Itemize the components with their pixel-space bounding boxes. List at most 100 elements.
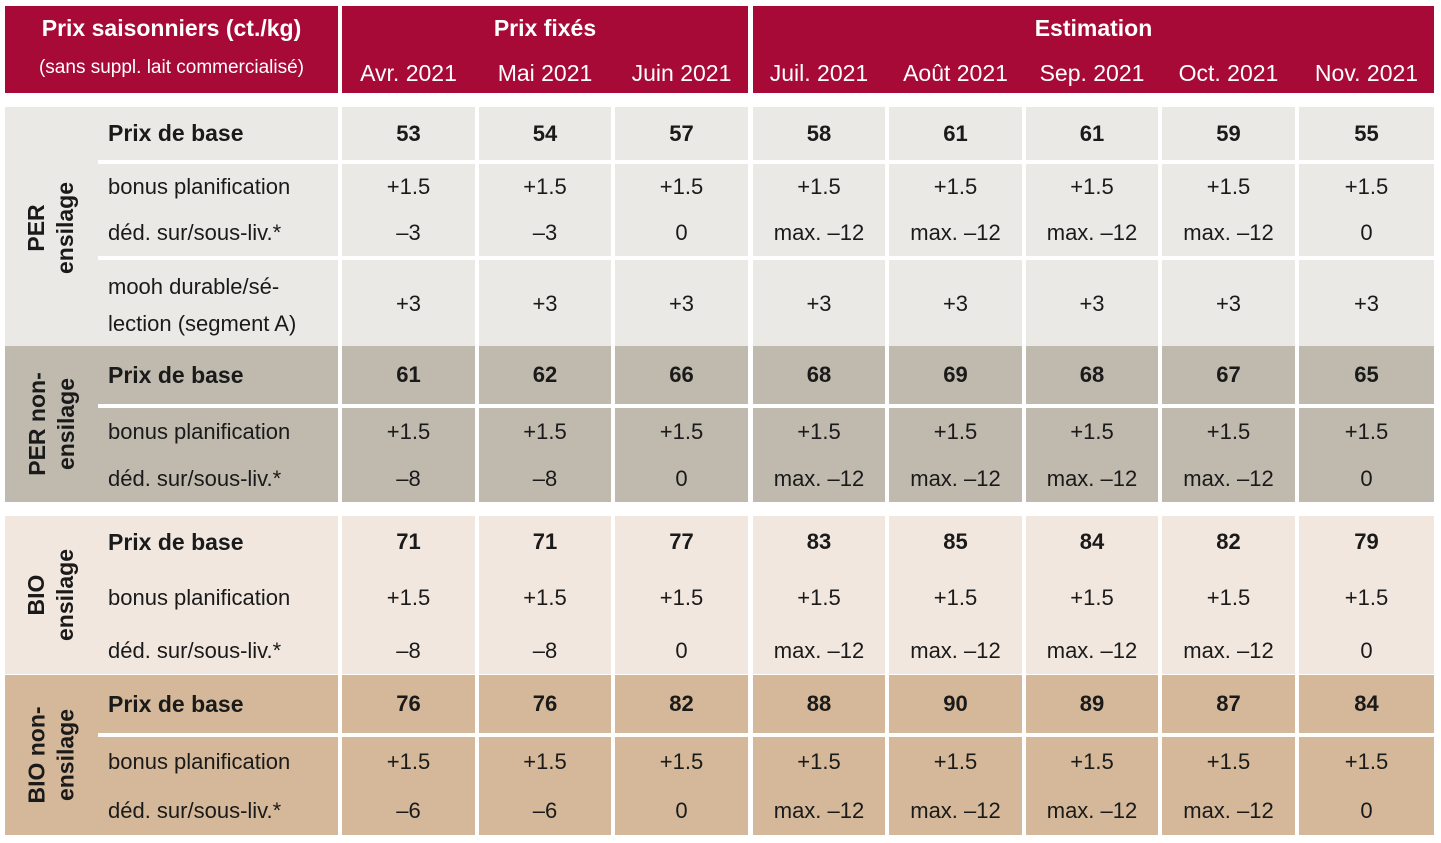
month-header-1: Mai 2021 [497, 59, 593, 86]
cell-bio_ensilage-ded: –8 [396, 638, 421, 663]
cell-per_ensilage-bonus: +1.5 [659, 174, 704, 199]
cell-bio_non_ensilage-bonus: +1.5 [523, 749, 567, 774]
cell-per_ensilage-base: 61 [943, 120, 968, 146]
cell-per_ensilage-bonus: +1.5 [386, 174, 431, 199]
section-label-per_ensilage: PER ensilage [5, 107, 98, 348]
cell-per_non_ensilage-base: 67 [1216, 362, 1241, 387]
cell-per_non_ensilage-ded: max. –12 [1046, 466, 1138, 491]
table-subtitle: (sans suppl. lait commercialisé) [38, 57, 305, 78]
cell-bio_ensilage-ded: max. –12 [773, 638, 865, 663]
cell-per_ensilage-bonus: +1.5 [1344, 174, 1389, 199]
value-block-per_non_ensilage-0-2 [615, 346, 748, 404]
cell-per_ensilage-bonus: +1.5 [1070, 174, 1114, 199]
cell-per_ensilage-mooh: +3 [1079, 291, 1105, 316]
value-block-per_ensilage-0-4 [889, 107, 1022, 160]
value-block-per_non_ensilage-1-3 [753, 408, 885, 502]
section-name-line1: BIO [23, 574, 50, 616]
cell-bio_ensilage-base: 77 [669, 529, 694, 554]
value-block-per_non_ensilage-0-0 [342, 346, 475, 404]
cell-bio_ensilage-ded: 0 [675, 638, 688, 663]
cell-per_ensilage-base: 59 [1216, 120, 1241, 146]
cell-bio_ensilage-ded: 0 [1360, 638, 1373, 663]
label-block-per_ensilage-1 [98, 164, 338, 256]
value-block-bio_non_ensilage-0-3 [753, 675, 885, 733]
label-block-bio_ensilage-0 [98, 516, 338, 674]
cell-per_non_ensilage-base: 68 [806, 362, 832, 387]
value-block-bio_non_ensilage-0-7 [1299, 675, 1434, 733]
section-name-line2: ensilage [52, 548, 79, 642]
cell-per_ensilage-bonus: +1.5 [523, 174, 567, 199]
cell-bio_non_ensilage-bonus: +1.5 [1206, 749, 1251, 774]
group-fixed-label: Prix fixés [493, 14, 597, 41]
cell-per_non_ensilage-ded: max. –12 [773, 466, 865, 491]
section-name-line2: ensilage [52, 708, 79, 802]
value-block-per_non_ensilage-1-4 [889, 408, 1022, 502]
section-name-line1: PER non- [23, 372, 50, 476]
value-block-per_ensilage-0-2 [615, 107, 748, 160]
value-block-per_ensilage-2-1 [479, 260, 611, 348]
cell-per_non_ensilage-bonus: +1.5 [1206, 419, 1251, 444]
group-estimate-label: Estimation [1034, 14, 1153, 41]
cell-per_non_ensilage-base: 62 [532, 362, 558, 387]
month-header-0: Avr. 2021 [360, 59, 457, 86]
cell-per_non_ensilage-bonus: +1.5 [933, 419, 978, 444]
row-label-line2: lection (segment A) [108, 311, 297, 336]
value-block-bio_ensilage-0-2 [615, 516, 748, 674]
value-block-per_ensilage-2-5 [1026, 260, 1158, 348]
cell-bio_ensilage-ded: max. –12 [910, 638, 1001, 663]
cell-per_ensilage-mooh: +3 [1215, 291, 1242, 316]
section-name-line1: PER [23, 203, 50, 252]
value-block-per_ensilage-1-3 [753, 164, 885, 256]
value-block-per_ensilage-0-1 [479, 107, 611, 160]
cell-per_ensilage-ded: –3 [532, 220, 558, 245]
label-block-bio_non_ensilage-0 [98, 675, 338, 733]
value-block-bio_non_ensilage-0-6 [1162, 675, 1295, 733]
section-label-bio_non_ensilage: BIO non-ensilage [5, 675, 98, 835]
cell-per_ensilage-ded: –3 [396, 220, 421, 245]
row-label-mooh: mooh durable/sé-lection (segment A) [98, 268, 338, 340]
section-label-bio_ensilage: BIO ensilage [5, 516, 98, 674]
month-header-5: Sep. 2021 [1039, 59, 1145, 86]
row-label-ded: déd. sur/sous-liv.* [108, 798, 282, 823]
value-block-per_ensilage-2-4 [889, 260, 1022, 348]
value-block-bio_non_ensilage-0-5 [1026, 675, 1158, 733]
value-block-bio_non_ensilage-1-3 [753, 737, 885, 835]
value-block-per_ensilage-1-7 [1299, 164, 1434, 256]
section-name-per_ensilage: PER ensilage [22, 181, 80, 273]
row-label-ded: déd. sur/sous-liv.* [108, 638, 282, 663]
cell-bio_non_ensilage-base: 87 [1216, 691, 1241, 716]
value-block-per_ensilage-1-1 [479, 164, 611, 256]
header-cell-title [5, 6, 338, 93]
cell-bio_non_ensilage-ded: max. –12 [910, 798, 1001, 823]
section-name-line2: ensilage [52, 377, 79, 471]
value-block-per_ensilage-0-6 [1162, 107, 1295, 160]
value-block-per_non_ensilage-1-5 [1026, 408, 1158, 502]
row-label-bonus: bonus planification [108, 419, 291, 444]
cell-per_non_ensilage-base: 61 [396, 362, 421, 387]
row-label-base: Prix de base [108, 528, 244, 555]
month-header-3: Juil. 2021 [769, 59, 869, 86]
value-block-per_non_ensilage-0-3 [753, 346, 885, 404]
value-block-per_non_ensilage-0-4 [889, 346, 1022, 404]
cell-bio_non_ensilage-base: 82 [669, 691, 694, 716]
cell-bio_ensilage-bonus: +1.5 [386, 585, 431, 610]
cell-bio_non_ensilage-ded: –6 [532, 798, 558, 823]
label-block-bio_non_ensilage-1 [98, 737, 338, 835]
value-block-bio_non_ensilage-1-0 [342, 737, 475, 835]
month-header-7: Nov. 2021 [1314, 59, 1419, 86]
cell-bio_non_ensilage-ded: max. –12 [773, 798, 865, 823]
value-block-bio_non_ensilage-1-4 [889, 737, 1022, 835]
cell-per_ensilage-mooh: +3 [942, 291, 969, 316]
cell-bio_ensilage-bonus: +1.5 [659, 585, 704, 610]
value-block-per_non_ensilage-0-6 [1162, 346, 1295, 404]
cell-bio_non_ensilage-bonus: +1.5 [386, 749, 431, 774]
cell-per_non_ensilage-bonus: +1.5 [386, 419, 431, 444]
cell-bio_ensilage-base: 84 [1079, 529, 1105, 554]
cell-bio_non_ensilage-ded: 0 [1360, 798, 1373, 823]
cell-bio_non_ensilage-bonus: +1.5 [933, 749, 978, 774]
value-block-per_ensilage-2-3 [753, 260, 885, 348]
value-block-per_non_ensilage-1-2 [615, 408, 748, 502]
cell-bio_ensilage-bonus: +1.5 [1344, 585, 1389, 610]
row-label-base: Prix de base [108, 361, 244, 388]
row-label-base: Prix de base [108, 690, 244, 717]
